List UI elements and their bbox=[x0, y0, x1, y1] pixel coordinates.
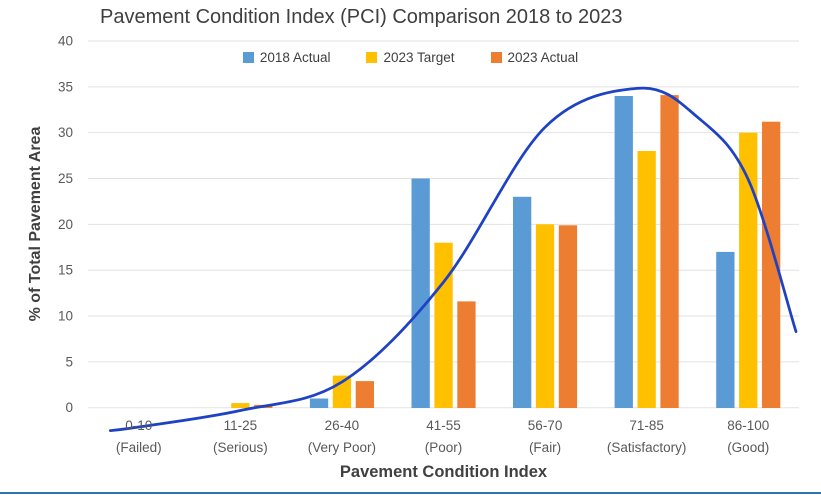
bar-2023-target-86-100 bbox=[739, 132, 758, 408]
legend-item-2023-actual: 2023 Actual bbox=[490, 50, 579, 65]
y-tick-label: 40 bbox=[58, 34, 73, 49]
y-tick-label: 20 bbox=[58, 217, 73, 232]
x-tick-sublabel: (Serious) bbox=[213, 440, 268, 455]
x-tick-label: 86-100 bbox=[727, 418, 769, 433]
x-tick-label: 11-25 bbox=[224, 418, 258, 433]
legend-swatch-icon bbox=[366, 52, 378, 63]
x-tick-label: 41-55 bbox=[426, 418, 461, 433]
bar-2023-actual-71-85 bbox=[660, 95, 679, 408]
x-tick-label: 56-70 bbox=[528, 418, 563, 433]
y-tick-label: 0 bbox=[65, 400, 73, 415]
legend-label: 2023 Target bbox=[383, 50, 455, 65]
legend-item-2018-actual: 2018 Actual bbox=[242, 50, 331, 65]
bottom-border-line bbox=[0, 492, 821, 494]
bar-2018-actual-41-55 bbox=[411, 178, 430, 408]
x-tick-sublabel: (Poor) bbox=[425, 440, 463, 455]
distribution-curve bbox=[108, 86, 798, 432]
legend-label: 2018 Actual bbox=[259, 50, 331, 65]
bar-2018-actual-71-85 bbox=[614, 96, 633, 408]
y-tick-label: 35 bbox=[58, 79, 73, 94]
x-tick-sublabel: (Failed) bbox=[116, 440, 162, 455]
y-tick-label: 30 bbox=[58, 125, 73, 140]
x-tick-sublabel: (Very Poor) bbox=[308, 440, 376, 455]
y-tick-label: 15 bbox=[58, 263, 73, 278]
x-tick-sublabel: (Satisfactory) bbox=[607, 440, 687, 455]
bar-2023-target-71-85 bbox=[637, 151, 656, 408]
x-tick-label: 26-40 bbox=[325, 418, 360, 433]
y-tick-label: 5 bbox=[65, 354, 73, 369]
x-tick-label: 0-10 bbox=[125, 418, 152, 433]
bar-2023-target-56-70 bbox=[535, 224, 555, 408]
legend-item-2023-target: 2023 Target bbox=[366, 50, 455, 65]
legend: 2018 Actual 2023 Target 2023 Actual bbox=[0, 50, 821, 65]
x-axis-title: Pavement Condition Index bbox=[339, 463, 548, 481]
bar-2018-actual-26-40 bbox=[309, 398, 329, 408]
bar-2023-actual-41-55 bbox=[457, 301, 476, 408]
y-tick-label: 10 bbox=[58, 309, 73, 324]
y-axis-title: % of Total Pavement Area bbox=[27, 126, 44, 322]
bar-2023-actual-86-100 bbox=[762, 121, 781, 408]
legend-label: 2023 Actual bbox=[507, 50, 579, 65]
bar-2023-actual-26-40 bbox=[355, 381, 374, 408]
x-tick-sublabel: (Fair) bbox=[529, 440, 561, 455]
legend-swatch-icon bbox=[242, 52, 254, 63]
bar-2023-actual-56-70 bbox=[558, 225, 578, 408]
chart-title: Pavement Condition Index (PCI) Compariso… bbox=[100, 6, 623, 28]
x-tick-label: 71-85 bbox=[629, 418, 664, 433]
bar-2018-actual-86-100 bbox=[716, 251, 735, 408]
bar-2023-target-41-55 bbox=[434, 242, 453, 408]
y-tick-label: 25 bbox=[58, 171, 73, 186]
legend-swatch-icon bbox=[490, 52, 502, 63]
bar-2023-target-11-25 bbox=[231, 403, 250, 408]
bar-2018-actual-56-70 bbox=[513, 196, 532, 408]
x-tick-sublabel: (Good) bbox=[727, 440, 769, 455]
